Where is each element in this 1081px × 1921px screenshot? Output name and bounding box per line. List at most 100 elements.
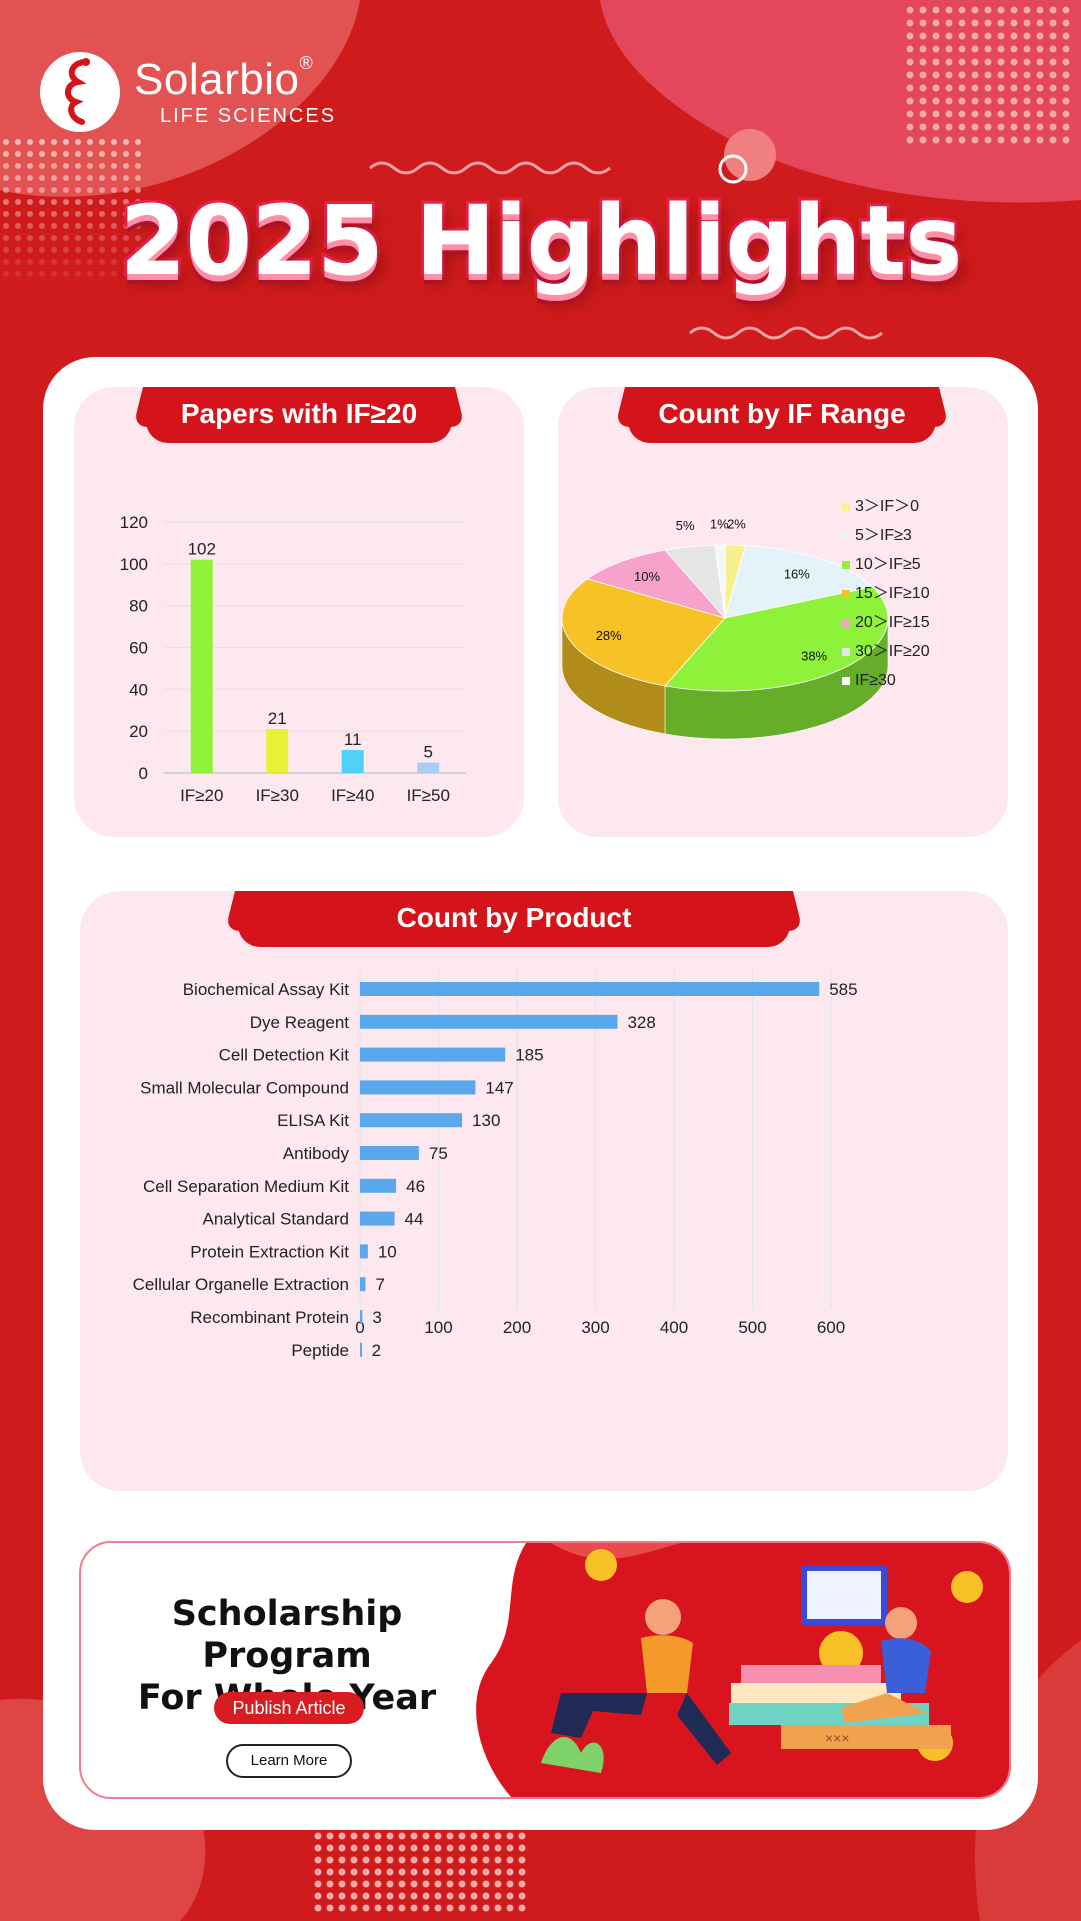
bar <box>190 559 213 773</box>
bar <box>360 1310 363 1324</box>
if-range-pie-chart: 2% 16% 38% 28% 10% 5% 1% 3＞IF＞0 5＞IF≥3 10＞IF≥5 15＞… <box>561 498 930 740</box>
category-label: Protein Extraction Kit <box>190 1242 349 1261</box>
data-label: 7 <box>375 1275 384 1294</box>
x-tick-label: 300 <box>581 1318 609 1337</box>
product-bar-chart: 0 100 200 300 400 500 600 Biochemical Assay Kit… <box>133 969 858 1360</box>
data-label: 10 <box>378 1242 397 1261</box>
brand-name: Solarbio <box>134 55 300 104</box>
legend-label: 5＞IF≥3 <box>855 527 912 544</box>
legend-swatch <box>842 619 850 627</box>
bar <box>360 1047 506 1062</box>
data-label: 130 <box>472 1111 500 1130</box>
x-tick-label: 400 <box>660 1318 688 1337</box>
x-tick-label: 200 <box>503 1318 531 1337</box>
data-label: 3 <box>372 1308 381 1327</box>
logo-mark-icon <box>40 52 120 132</box>
brand-logo: Solarbio® LIFE SCIENCES <box>40 52 336 132</box>
pie-value-label: 38% <box>801 648 827 663</box>
bar <box>360 1277 366 1292</box>
pie-value-label: 2% <box>727 516 746 531</box>
legend-swatch <box>842 648 850 656</box>
data-label: 44 <box>405 1210 424 1229</box>
category-label: Cell Separation Medium Kit <box>143 1177 349 1196</box>
data-label: 2 <box>372 1341 381 1360</box>
if-range-title-tab: Count by IF Range <box>628 387 936 443</box>
bar <box>360 1014 618 1029</box>
pie-value-label: 10% <box>634 569 660 584</box>
legend-swatch <box>842 503 850 511</box>
data-label: 185 <box>515 1046 543 1065</box>
y-tick-label: 120 <box>120 513 148 532</box>
legend-label: 30＞IF≥20 <box>855 643 930 660</box>
bar <box>360 1178 397 1193</box>
data-label: 585 <box>829 980 857 999</box>
pie-value-label: 5% <box>676 518 695 533</box>
highlights-card: Papers with IF≥20 0 20 40 60 80 100 120 102 IF≥2… <box>43 357 1038 1830</box>
legend-label: 15＞IF≥10 <box>855 585 930 602</box>
bar <box>266 729 289 773</box>
category-label: Recombinant Protein <box>190 1308 349 1327</box>
category-label: ELISA Kit <box>277 1111 349 1130</box>
pie-slice <box>561 578 726 687</box>
product-title-tab: Count by Product <box>238 891 790 947</box>
category-label: Biochemical Assay Kit <box>183 980 350 999</box>
category-label: Antibody <box>283 1144 350 1163</box>
x-tick-label: IF≥20 <box>180 786 223 805</box>
scholarship-banner[interactable]: ××× Scholarship Program For Whole Year P… <box>79 1541 1011 1799</box>
bar <box>360 1342 362 1357</box>
legend-label: 10＞IF≥5 <box>855 556 921 573</box>
bar <box>360 1146 419 1160</box>
category-label: Cellular Organelle Extraction <box>133 1275 349 1294</box>
bar <box>360 982 820 996</box>
data-label: 46 <box>406 1177 425 1196</box>
y-tick-label: 40 <box>129 680 148 699</box>
y-tick-label: 60 <box>129 639 148 658</box>
bar <box>417 762 440 773</box>
legend-swatch <box>842 677 850 685</box>
y-tick-label: 0 <box>139 764 148 783</box>
pie-slice <box>664 586 889 692</box>
bar <box>360 1080 476 1095</box>
book-spine-text: ××× <box>825 1730 850 1746</box>
x-tick-label: 600 <box>817 1318 845 1337</box>
scholarship-illustration: ××× <box>476 1543 1009 1797</box>
category-label: Dye Reagent <box>250 1013 350 1032</box>
legend-swatch <box>842 561 850 569</box>
registered-mark: ® <box>299 53 313 73</box>
y-tick-label: 20 <box>129 722 148 741</box>
data-label: 75 <box>429 1144 448 1163</box>
y-tick-label: 80 <box>129 597 148 616</box>
pie-value-label: 28% <box>596 628 622 643</box>
if-papers-title-tab: Papers with IF≥20 <box>146 387 452 443</box>
if-range-title: Count by IF Range <box>658 398 906 429</box>
pie-slice <box>724 545 874 619</box>
data-label: 328 <box>627 1013 655 1032</box>
pie-value-label: 1% <box>710 516 729 531</box>
if-papers-bar-chart: 0 20 40 60 80 100 120 102 IF≥20 21 IF≥30 11 IF≥40 5 IF… <box>120 513 466 805</box>
learn-more-button[interactable]: Learn More <box>226 1744 352 1778</box>
brand-subtitle: LIFE SCIENCES <box>160 105 337 127</box>
product-panel: Count by Product 0 100 200 300 400 500 600 Bioc… <box>80 891 1008 1491</box>
legend-label: 3＞IF＞0 <box>855 498 919 515</box>
y-tick-label: 100 <box>120 555 148 574</box>
pie-value-label: 16% <box>784 567 810 582</box>
bar <box>360 1113 463 1128</box>
x-tick-label: IF≥30 <box>256 786 299 805</box>
data-label: 21 <box>268 709 287 728</box>
data-label: 102 <box>188 540 216 559</box>
legend-swatch <box>842 590 850 598</box>
category-label: Analytical Standard <box>203 1210 349 1229</box>
if-range-panel: Count by IF Range 2% 16% 38% 28% 10% 5% 1% 3＞IF… <box>558 387 1008 837</box>
data-label: 5 <box>424 743 433 762</box>
legend-label: 20＞IF≥15 <box>855 614 930 631</box>
x-tick-label: 100 <box>424 1318 452 1337</box>
x-tick-label: 0 <box>355 1318 364 1337</box>
x-tick-label: IF≥40 <box>331 786 374 805</box>
bar <box>360 1211 395 1226</box>
x-tick-label: 500 <box>738 1318 766 1337</box>
pie-slice <box>714 544 726 619</box>
bar <box>341 749 364 773</box>
publish-article-button[interactable]: Publish Article <box>214 1692 364 1724</box>
page-title: 2025 Highlights <box>117 182 966 300</box>
data-label: 147 <box>485 1078 513 1097</box>
